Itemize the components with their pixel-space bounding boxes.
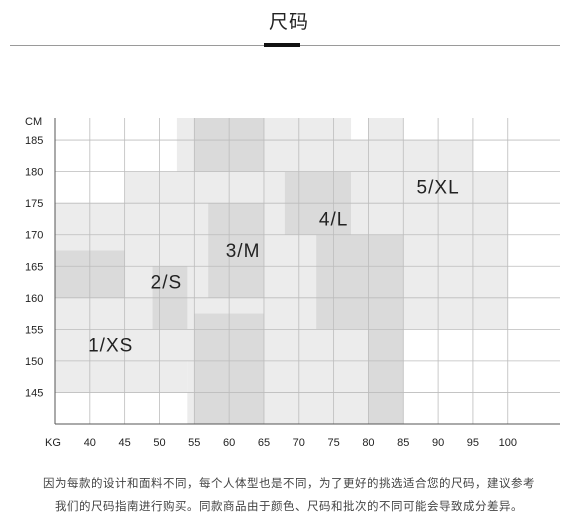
- size-note-line-2: 我们的尺码指南进行购买。同款商品由于颜色、尺码和批次的不同可能会导致成分差异。: [55, 501, 523, 513]
- x-tick-label-65: 65: [258, 437, 270, 449]
- y-tick-label-175: 175: [25, 198, 43, 210]
- x-tick-label-75: 75: [327, 437, 339, 449]
- x-tick-label-90: 90: [432, 437, 444, 449]
- x-tick-label-60: 60: [223, 437, 235, 449]
- page-title: 尺码: [268, 12, 309, 33]
- size-note-line-1: 因为每款的设计和面料不同，每个人体型也是不同，为了更好的挑选适合您的尺码，建议参…: [43, 478, 535, 490]
- x-tick-label-50: 50: [153, 437, 165, 449]
- y-tick-label-165: 165: [25, 261, 43, 273]
- x-tick-label-70: 70: [293, 437, 305, 449]
- y-tick-label-150: 150: [25, 356, 43, 368]
- x-tick-label-55: 55: [188, 437, 200, 449]
- size-label-4: 5/XL: [417, 178, 460, 199]
- y-unit-label: CM: [25, 116, 42, 128]
- size-label-2: 3/M: [226, 241, 261, 262]
- x-tick-label-40: 40: [84, 437, 96, 449]
- size-label-3: 4/L: [319, 209, 348, 230]
- title-accent-bar: [264, 43, 300, 47]
- size-region-12: [368, 329, 404, 424]
- size-label-0: 1/XS: [88, 335, 133, 356]
- y-tick-label-180: 180: [25, 167, 43, 179]
- y-tick-label-160: 160: [25, 293, 43, 305]
- y-tick-label-170: 170: [25, 230, 43, 242]
- size-region-15: [403, 171, 508, 330]
- size-region-16: [368, 118, 404, 172]
- x-tick-label-45: 45: [119, 437, 131, 449]
- y-tick-label-155: 155: [25, 324, 43, 336]
- size-label-1: 2/S: [151, 272, 183, 293]
- y-tick-label-185: 185: [25, 135, 43, 147]
- x-tick-label-85: 85: [397, 437, 409, 449]
- x-tick-label-80: 80: [362, 437, 374, 449]
- x-tick-label-95: 95: [467, 437, 479, 449]
- y-tick-label-145: 145: [25, 387, 43, 399]
- x-unit-label: KG: [45, 437, 61, 449]
- x-tick-label-100: 100: [499, 437, 517, 449]
